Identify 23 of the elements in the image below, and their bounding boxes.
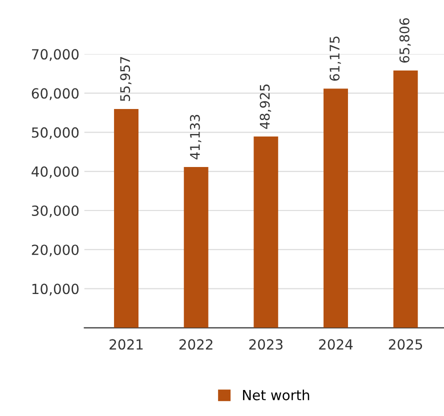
x-tick-label: 2025 <box>388 339 422 350</box>
y-tick-label: 60,000 <box>32 88 79 100</box>
text: 48,925 <box>260 84 272 129</box>
legend-label: Net worth <box>243 390 310 400</box>
y-tick-label: 20,000 <box>32 244 79 256</box>
y-tick-label: 40,000 <box>32 166 79 178</box>
bar <box>184 166 208 328</box>
x-tick-label: 2021 <box>110 339 143 350</box>
y-tick-label: 70,000 <box>32 49 79 61</box>
bar <box>114 108 138 328</box>
text: 55,957 <box>120 57 132 102</box>
y-tick-label: 30,000 <box>32 205 79 218</box>
text: 41,133 <box>190 114 202 160</box>
text: 65,806 <box>399 18 411 63</box>
bar <box>393 70 418 328</box>
x-tick-label: 2024 <box>319 339 353 350</box>
y-tick-label: 50,000 <box>32 127 79 140</box>
y-tick-label: 10,000 <box>32 284 79 296</box>
x-tick-label: 2023 <box>249 339 282 350</box>
bar <box>254 136 278 328</box>
text: 61,175 <box>330 36 341 81</box>
x-tick-label: 2022 <box>179 339 212 350</box>
bar <box>324 88 348 328</box>
